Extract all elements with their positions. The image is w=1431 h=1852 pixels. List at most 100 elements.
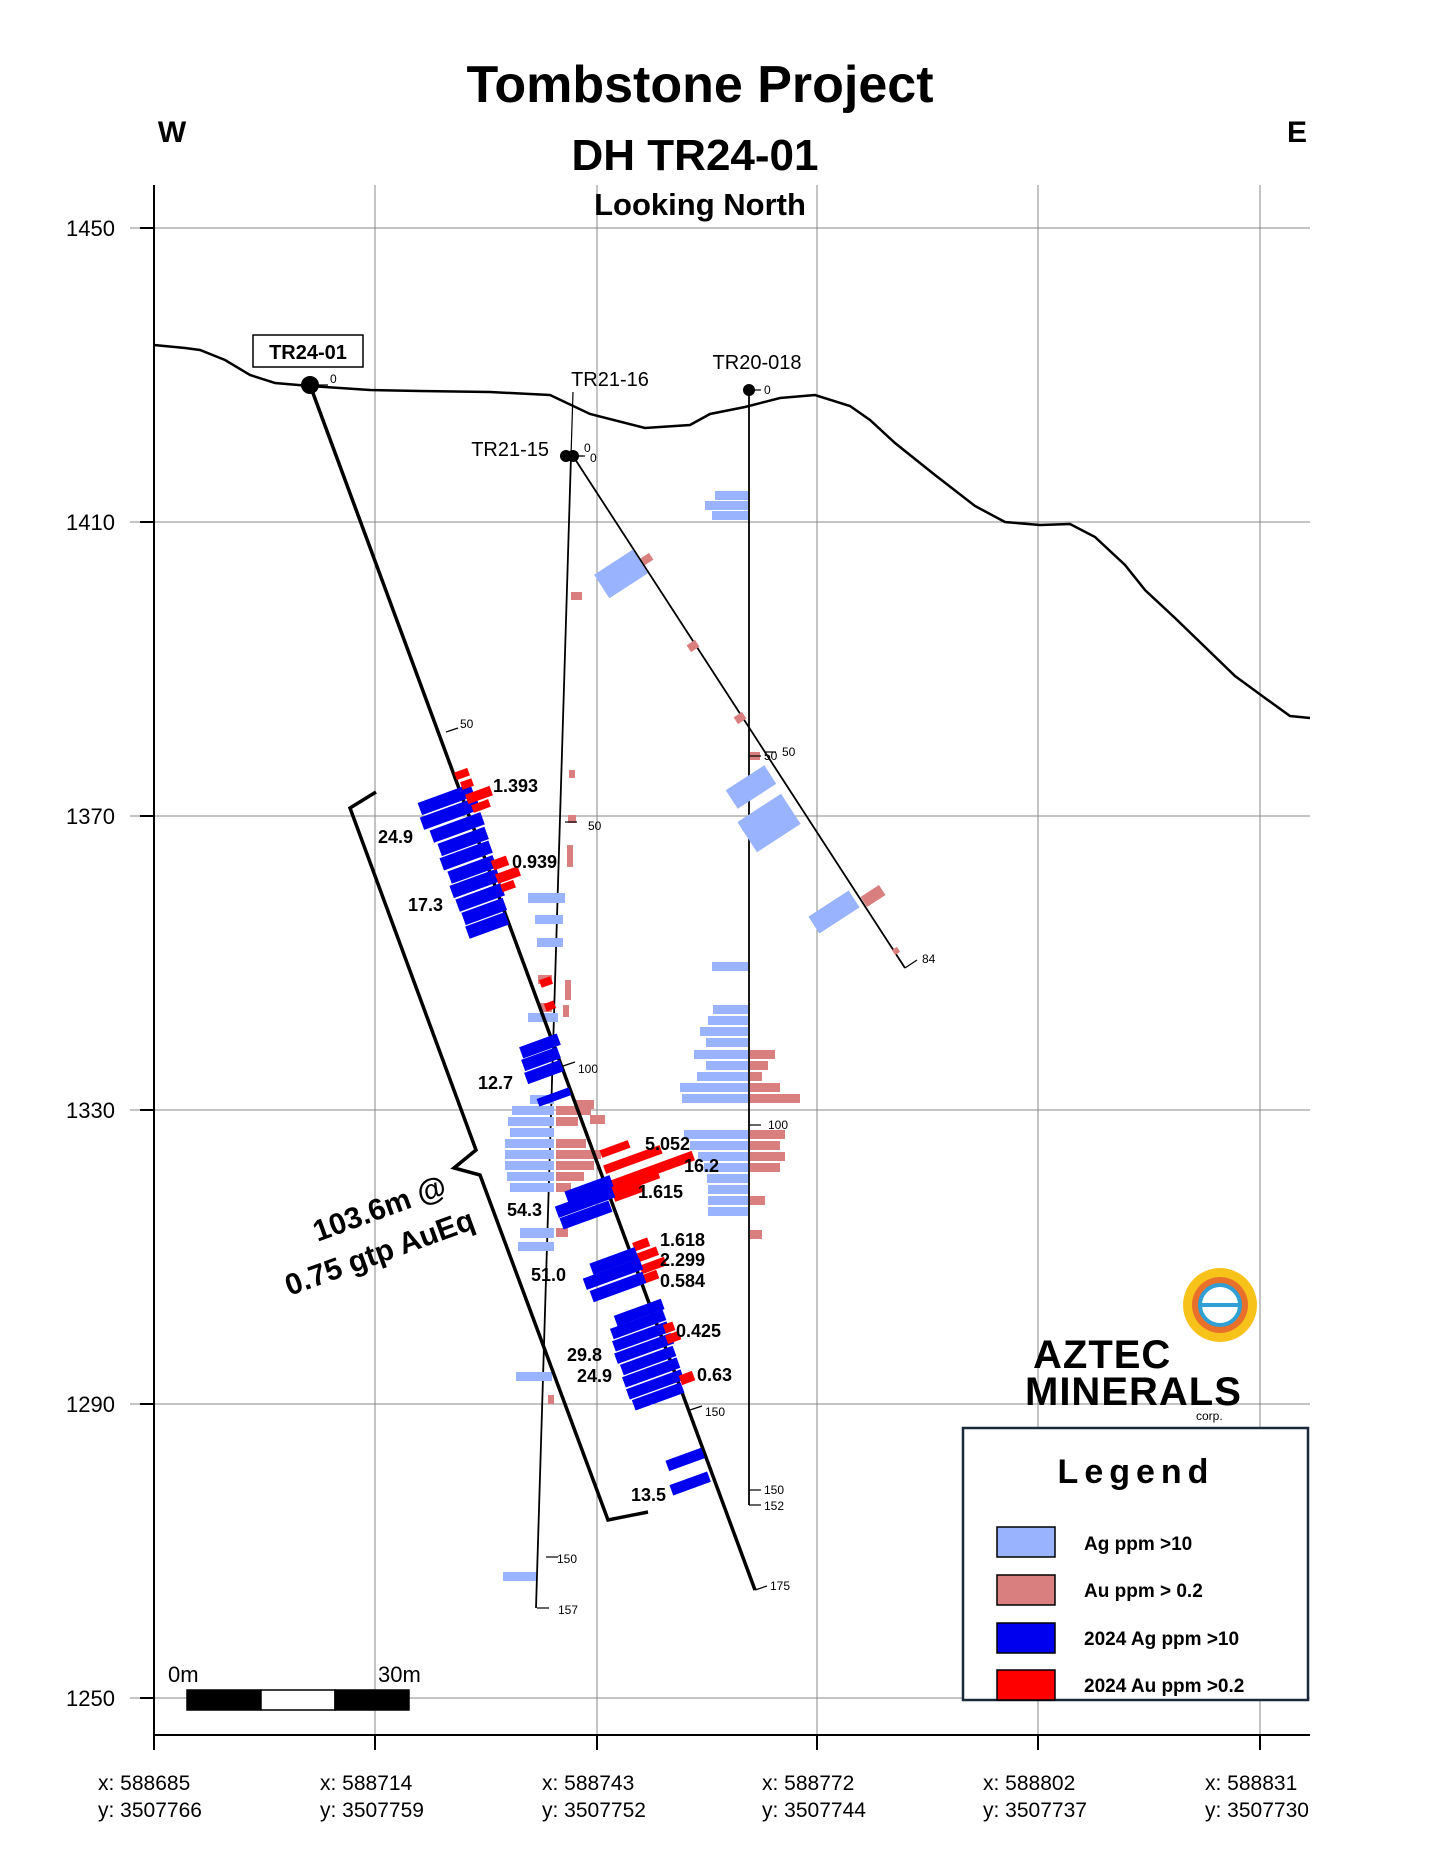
ag-old-bar xyxy=(503,1572,536,1581)
ag-2024-bar xyxy=(631,1382,685,1411)
logo-word-minerals: MINERALS xyxy=(1025,1370,1242,1414)
ag-2024-bar xyxy=(619,1345,677,1376)
scale-bar-segment xyxy=(186,1689,262,1711)
ag-old-bar xyxy=(505,1161,554,1170)
au-old-bar xyxy=(750,1163,780,1172)
au-value-label: 0.939 xyxy=(512,852,557,872)
au-value-label: 0.425 xyxy=(676,1321,721,1341)
tr21-16-depth-ticks xyxy=(573,455,918,969)
aztec-minerals-logo: AZTEC MINERALS corp. xyxy=(1025,1268,1257,1423)
ag-old-bar xyxy=(708,1185,748,1194)
legend-swatch-ag-2024 xyxy=(996,1622,1056,1654)
coord-x-6: x: 588831 xyxy=(1205,1772,1297,1795)
ag-2024-bar xyxy=(554,1186,616,1218)
au-old-bar xyxy=(556,1106,591,1115)
au-2024-bar xyxy=(495,866,521,884)
au-old-bar xyxy=(640,552,654,566)
au-2024-bar xyxy=(665,1330,682,1345)
au-2024-bar xyxy=(465,785,493,805)
hole-tr21-15-trace xyxy=(535,455,572,1609)
ag-2024-bar xyxy=(521,1046,561,1072)
au-2024-bar xyxy=(612,1184,644,1202)
elevation-label-1450: 1450 xyxy=(66,216,115,241)
ag-old-bar xyxy=(520,1228,554,1238)
ag-old-bar xyxy=(698,1152,748,1161)
au-value-label: 1.618 xyxy=(660,1230,705,1250)
au-2024-bar xyxy=(643,1269,660,1284)
legend-box xyxy=(961,1426,1310,1702)
ag-2024-bar xyxy=(665,1447,705,1472)
legend: Legend Ag ppm >10 Au ppm > 0.2 2024 Ag p… xyxy=(961,1426,1310,1702)
au-old-bar xyxy=(750,1094,800,1103)
ag-2024-bar xyxy=(669,1471,711,1496)
ag-old-bar xyxy=(708,1016,748,1025)
au-2024-bar xyxy=(610,1169,661,1196)
ag-2024-bar xyxy=(536,1087,572,1107)
coord-y-2: y: 3507759 xyxy=(320,1799,424,1822)
au-2024-bar xyxy=(639,1256,667,1275)
au-2024-bar xyxy=(678,1370,696,1386)
au-old-bar xyxy=(548,1395,554,1404)
tr24-01-label: TR24-01 xyxy=(269,342,347,364)
ag-2024-bar xyxy=(455,883,505,912)
au-old-bar xyxy=(750,1072,762,1081)
ag-old-bar xyxy=(808,890,860,934)
tr21-16-depth-50: 50 xyxy=(782,745,796,759)
axes xyxy=(140,185,1310,1750)
ag-2024-bar xyxy=(626,1369,685,1400)
au-old-bar xyxy=(590,1115,605,1124)
tr20-018-depth-150: 150 xyxy=(764,1483,784,1497)
tr21-16-depth-84: 84 xyxy=(922,952,936,966)
au-old-bar xyxy=(750,1050,775,1059)
tr24-01-depth-ticks xyxy=(310,384,768,1591)
ag-old-bar xyxy=(725,765,777,809)
ag-old-bar xyxy=(510,1128,554,1137)
tr24-01-depth-150: 150 xyxy=(705,1405,725,1419)
ag-old-bar xyxy=(712,962,748,971)
ag-old-bar xyxy=(700,1027,748,1036)
au-old-bar xyxy=(556,1183,571,1192)
au-old-bar xyxy=(556,1161,594,1170)
ag-value-label: 51.0 xyxy=(531,1265,566,1285)
au-2024-bar xyxy=(635,1246,660,1263)
au-value-label: 0.584 xyxy=(660,1271,705,1291)
ag-old-bar xyxy=(690,1141,748,1150)
tr20-018-depth-100: 100 xyxy=(768,1118,788,1132)
hole-tr24-01-trace xyxy=(308,384,757,1591)
scale-bar-segment xyxy=(334,1689,410,1711)
au-old-bar xyxy=(556,1228,568,1237)
au-2024-bar xyxy=(459,778,475,790)
tr21-16-label: TR21-16 xyxy=(571,369,649,391)
ag-old-bar xyxy=(528,893,565,903)
ag-old-bar xyxy=(508,1117,554,1126)
project-title: Tombstone Project xyxy=(466,56,933,114)
ag-2024-bar xyxy=(461,897,508,926)
tr24-01-depth-50: 50 xyxy=(460,717,474,731)
ag-old-bar xyxy=(507,1172,554,1181)
ag-old-bar xyxy=(682,1094,748,1103)
ag-2024-bar xyxy=(622,1357,681,1388)
au-2024-bar xyxy=(603,1145,663,1175)
au-value-label: 2.299 xyxy=(660,1250,705,1270)
au-old-bar xyxy=(750,1152,785,1161)
ag-old-bar xyxy=(694,1050,748,1059)
ag-old-bar xyxy=(737,793,801,853)
elevation-labels: 1450 1410 1370 1330 1290 1250 xyxy=(66,216,115,1711)
logo-suffix: corp. xyxy=(1196,1409,1223,1423)
au-old-bar xyxy=(750,1230,762,1239)
ag-value-label: 13.5 xyxy=(631,1485,666,1505)
au-2024-bar xyxy=(490,855,510,871)
au-2024-bar xyxy=(662,1321,676,1334)
view-direction: Looking North xyxy=(594,187,806,222)
au-value-label: 1.615 xyxy=(638,1182,683,1202)
coord-x-2: x: 588714 xyxy=(320,1772,413,1795)
coordinate-labels: x: 588685 y: 3507766 x: 588714 y: 350775… xyxy=(98,1772,1309,1822)
ag-2024-bar xyxy=(582,1258,644,1290)
au-old-bar xyxy=(733,711,747,725)
ag-old-bar xyxy=(712,511,748,520)
historical-assays xyxy=(503,491,901,1581)
hole-tr21-16-extension xyxy=(570,391,574,457)
tr20-018-label: TR20-018 xyxy=(713,352,802,374)
scale-bar-segment xyxy=(260,1689,336,1711)
